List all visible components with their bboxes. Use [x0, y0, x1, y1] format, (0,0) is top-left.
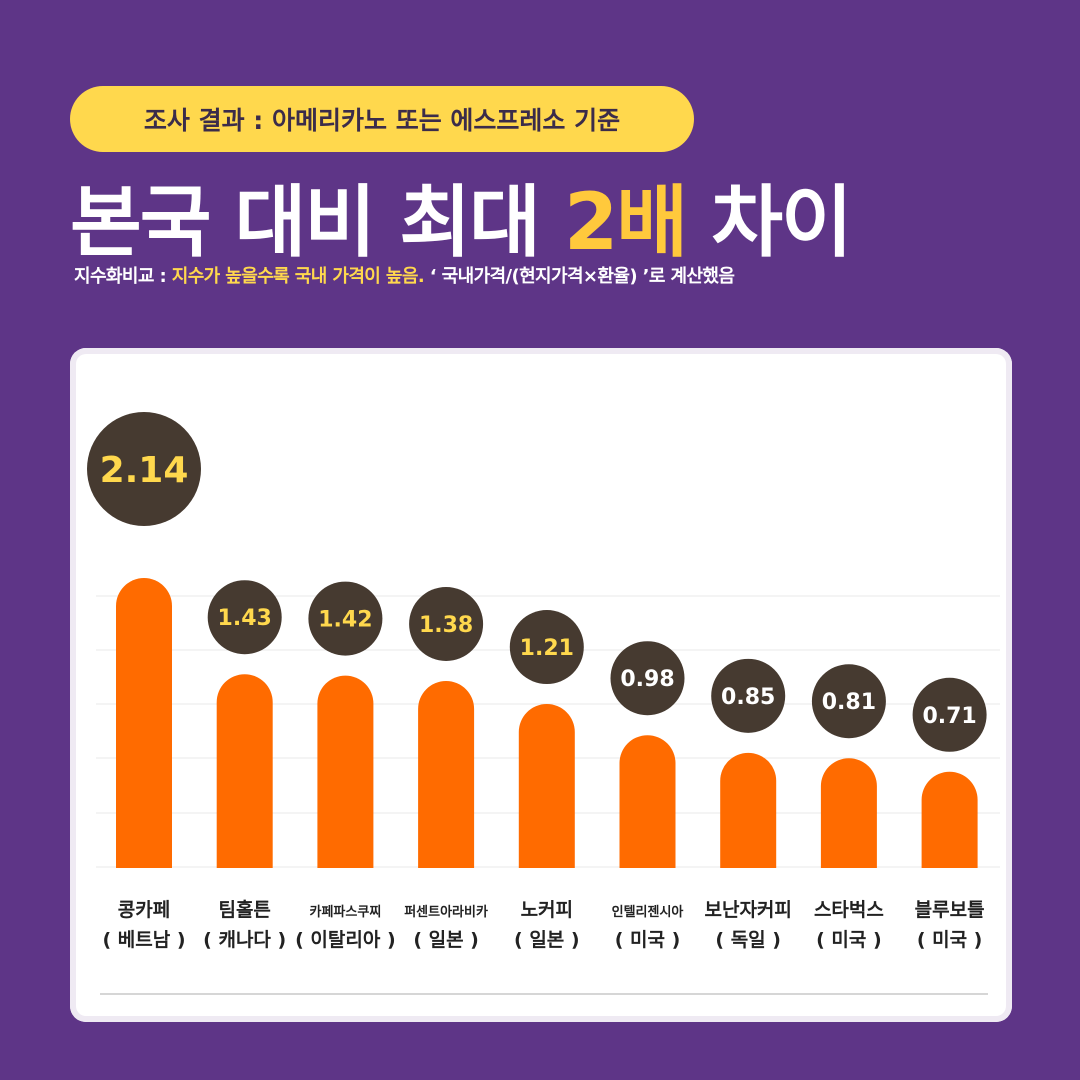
data-label: 1.38	[419, 613, 473, 638]
bar	[317, 675, 374, 868]
data-label: 2.14	[100, 450, 189, 491]
bar	[216, 674, 273, 868]
country-label: ( 일본 )	[413, 929, 479, 951]
category-label: 팀홀튼	[218, 898, 270, 921]
value-bubble	[207, 580, 282, 655]
category-label: 블루보틀	[915, 899, 985, 921]
country-label: ( 캐나다 )	[203, 929, 286, 951]
bar	[619, 735, 676, 868]
category-label: 카페파스쿠찌	[310, 904, 382, 920]
country-label: ( 이탈리아 )	[295, 929, 396, 951]
data-label: 0.98	[620, 667, 674, 692]
value-bubble	[509, 610, 584, 685]
category-label: 퍼센트아라비카	[404, 904, 488, 920]
subtitle-formula: ‘ 국내가격/(현지가격×환율) ’로 계산했음	[424, 266, 735, 287]
country-label: ( 베트남 )	[102, 929, 185, 951]
country-label: ( 미국 )	[615, 929, 681, 951]
category-label: 스타벅스	[814, 899, 884, 921]
bar	[820, 758, 877, 868]
country-label: ( 미국 )	[917, 929, 983, 951]
value-bubble	[711, 658, 786, 733]
bar	[116, 578, 172, 868]
country-label: ( 독일 )	[715, 929, 781, 951]
headline: 본국 대비 최대 2배 차이	[70, 168, 853, 278]
value-bubble	[912, 677, 987, 752]
country-label: ( 미국 )	[816, 929, 882, 951]
headline-suffix: 차이	[686, 178, 853, 268]
category-label: 콩카페	[118, 899, 170, 921]
category-label: 노커피	[521, 899, 573, 921]
result-badge-text: 조사 결과 : 아메리카노 또는 에스프레소 기준	[143, 106, 621, 135]
value-bubble	[308, 581, 383, 656]
value-bubble	[87, 412, 201, 526]
headline-prefix: 본국 대비 최대	[70, 178, 565, 268]
subtitle-highlight: 지수가 높을수록 국내 가격이 높음.	[171, 266, 425, 287]
subtitle-label: 지수화비교 :	[74, 266, 172, 287]
data-label: 1.42	[318, 608, 372, 633]
data-label: 0.81	[822, 690, 876, 715]
value-bubble	[409, 586, 484, 661]
bar-chart: 2.14 콩카페 ( 베트남 ) 1.43 팀홀튼 ( 캐나다 ) 1.42 카페파스쿠찌 ( …	[87, 412, 1000, 995]
bar	[921, 771, 978, 868]
data-label: 1.21	[520, 636, 574, 661]
category-label: 인텔리젠시아	[612, 904, 684, 920]
data-label: 0.85	[721, 685, 775, 710]
bar	[720, 752, 777, 868]
country-label: ( 일본 )	[514, 929, 580, 951]
subtitle: 지수화비교 : 지수가 높을수록 국내 가격이 높음. ‘ 국내가격/(현지가격…	[74, 262, 735, 288]
bar	[418, 680, 475, 868]
chart-card: 2.14 콩카페 ( 베트남 ) 1.43 팀홀튼 ( 캐나다 ) 1.42 카페파스쿠찌 ( …	[70, 348, 1012, 1022]
data-label: 1.43	[218, 606, 272, 631]
data-label: 0.71	[922, 704, 976, 729]
bar	[518, 704, 575, 868]
headline-highlight: 2배	[564, 178, 688, 268]
value-bubble	[610, 641, 685, 716]
category-label: 보난자커피	[704, 899, 791, 921]
result-badge: 조사 결과 : 아메리카노 또는 에스프레소 기준	[70, 86, 694, 152]
value-bubble	[811, 664, 886, 739]
